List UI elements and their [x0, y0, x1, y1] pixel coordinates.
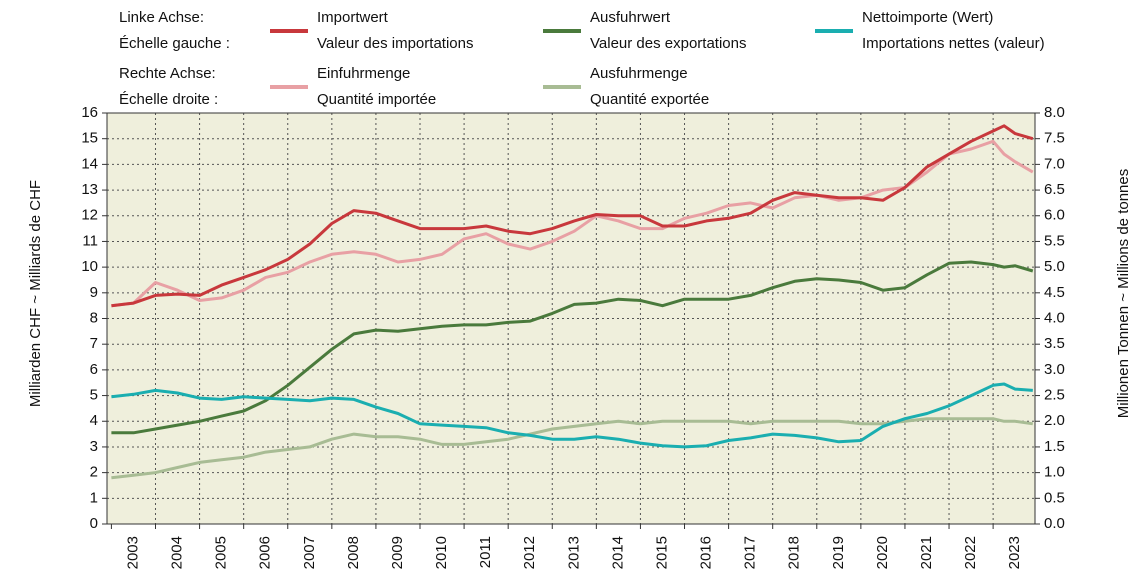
x-tick-label: 2012: [521, 536, 538, 569]
plot-border: [106, 112, 1036, 525]
x-tick-label: 2014: [609, 536, 626, 569]
y-tick-label: 8: [90, 309, 98, 326]
legend-label: Ausfuhrmenge: [590, 65, 688, 82]
x-tick-label: 2013: [565, 536, 582, 569]
x-tick-label: 2007: [301, 536, 318, 569]
legend-label: Importwert: [317, 9, 389, 26]
y2-tick-label: 0.0: [1044, 515, 1065, 532]
y-tick-label: 2: [90, 464, 98, 481]
y-tick-label: 13: [81, 181, 98, 198]
x-tick-label: 2011: [477, 536, 494, 568]
y-tick-label: 15: [81, 130, 98, 147]
y2-tick-label: 7.0: [1044, 155, 1065, 172]
y2-tick-label: 1.0: [1044, 464, 1065, 481]
y2-tick-label: 4.0: [1044, 309, 1065, 326]
x-tick-label: 2008: [345, 536, 362, 569]
y2-tick-label: 1.5: [1044, 438, 1065, 455]
y-tick-label: 3: [90, 438, 98, 455]
x-tick-label: 2004: [169, 536, 186, 569]
y2-axis-label: Millionen Tonnen ~ Millions de tonnes: [1115, 169, 1131, 418]
y-tick-label: 1: [90, 489, 98, 506]
x-tick-label: 2018: [786, 536, 803, 569]
x-tick-label: 2010: [433, 536, 450, 569]
legend-label: Einfuhrmenge: [317, 65, 410, 82]
y-tick-label: 7: [90, 335, 98, 352]
y-tick-label: 12: [81, 207, 98, 224]
y2-tick-label: 8.0: [1044, 104, 1065, 121]
x-tick-label: 2020: [874, 536, 891, 569]
series-line: [111, 124, 1034, 308]
x-tick-label: 2006: [257, 536, 274, 569]
x-tick-label: 2016: [698, 536, 715, 569]
legend-label: Quantité exportée: [590, 91, 709, 108]
y-tick-label: 6: [90, 361, 98, 378]
y-tick-label: 10: [81, 258, 98, 275]
legend-group-label: Échelle droite :: [119, 91, 218, 108]
y-axis-label: Milliarden CHF ~ Milliards de CHF: [27, 180, 44, 407]
y2-tick-label: 3.0: [1044, 361, 1065, 378]
y2-tick-label: 5.0: [1044, 258, 1065, 275]
legend-group-label: Linke Achse:: [119, 9, 204, 26]
y2-tick-label: 3.5: [1044, 335, 1065, 352]
legend-label: Ausfuhrwert: [590, 9, 671, 26]
legend-group-label: Échelle gauche :: [119, 35, 230, 52]
series-line: [111, 417, 1034, 480]
x-tick-label: 2009: [389, 536, 406, 569]
x-tick-label: 2003: [124, 536, 141, 569]
y2-tick-label: 2.5: [1044, 387, 1065, 404]
legend-group-label: Rechte Achse:: [119, 65, 216, 82]
y2-tick-label: 5.5: [1044, 232, 1065, 249]
legend-label: Importations nettes (valeur): [862, 35, 1045, 52]
legend-label: Valeur des exportations: [590, 35, 746, 52]
y-tick-label: 4: [90, 412, 98, 429]
y-tick-label: 9: [90, 284, 98, 301]
y2-tick-label: 4.5: [1044, 284, 1065, 301]
x-tick-label: 2021: [918, 536, 935, 569]
y-tick-label: 16: [81, 104, 98, 121]
x-tick-label: 2023: [1006, 536, 1023, 569]
x-tick-label: 2019: [830, 536, 847, 569]
y2-tick-label: 0.5: [1044, 489, 1065, 506]
y-tick-label: 14: [81, 155, 98, 172]
x-tick-label: 2015: [653, 536, 670, 569]
plot-area: [107, 113, 1035, 524]
y2-tick-label: 6.5: [1044, 181, 1065, 198]
legend-label: Valeur des importations: [317, 35, 473, 52]
y2-tick-label: 7.5: [1044, 130, 1065, 147]
x-tick-label: 2017: [742, 536, 759, 569]
y-tick-label: 11: [82, 232, 98, 249]
y2-tick-label: 2.0: [1044, 412, 1065, 429]
series-line: [111, 382, 1033, 449]
legend-label: Nettoimporte (Wert): [862, 9, 993, 26]
y2-tick-label: 6.0: [1044, 207, 1065, 224]
x-tick-label: 2005: [213, 536, 230, 569]
y-tick-label: 5: [90, 387, 98, 404]
legend-label: Quantité importée: [317, 91, 436, 108]
x-tick-label: 2022: [962, 536, 979, 569]
y-tick-label: 0: [90, 515, 98, 532]
